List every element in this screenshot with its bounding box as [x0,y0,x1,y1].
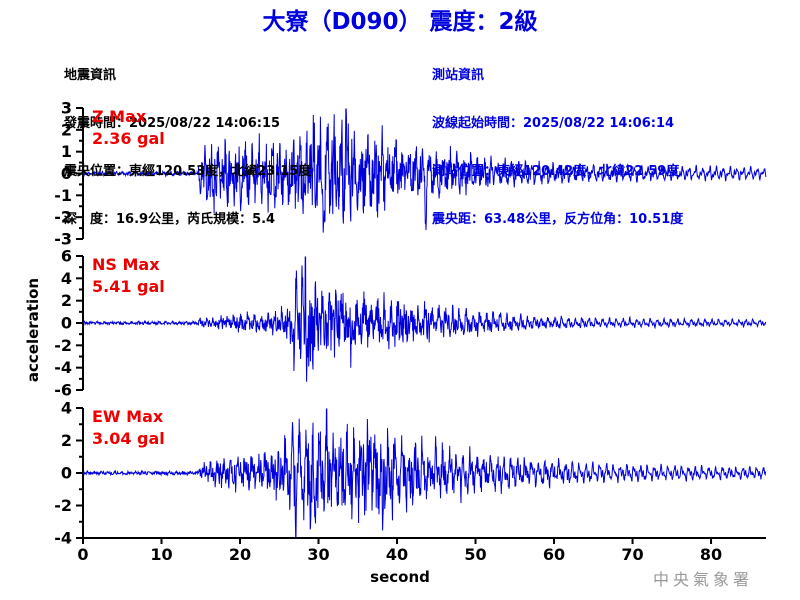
y-tick-label-NS: -6 [54,381,72,400]
ew-max-title: EW Max [92,407,164,426]
y-tick-label-EW: -4 [54,529,72,548]
page-title: 大寮（D090） 震度：2級 [262,9,538,35]
y-tick-label-EW: 0 [61,464,72,483]
waveform-EW [82,408,766,538]
y-tick-label-NS: -2 [54,336,72,355]
x-tick-label: 20 [229,545,251,564]
ns-max-value: 5.41 gal [92,277,165,296]
z-max-label: Z Max 2.36 gal [92,106,165,150]
y-tick-label-Z: -3 [54,230,72,249]
z-max-value: 2.36 gal [92,129,165,148]
x-tick-label: 60 [543,545,565,564]
y-axis-label: acceleration [24,277,42,383]
earthquake-info: 地震資訊 發震時間：2025/08/22 14:06:15 震央位置：東經120… [64,36,311,260]
y-tick-label-NS: 4 [61,269,72,288]
y-tick-label-NS: 2 [61,291,72,310]
x-tick-label: 80 [700,545,722,564]
y-tick-label-NS: 0 [61,314,72,333]
x-tick-label: 70 [621,545,643,564]
x-tick-label: 0 [77,545,88,564]
agency-watermark: 中央氣象署 [653,570,754,589]
waveform-Z [82,108,767,233]
y-tick-label-Z: 3 [61,99,72,118]
waveform-NS [82,256,767,382]
depth-magnitude-line: 深 度：16.9公里，芮氏規模：5.4 [64,212,276,227]
wave-start-time-line: 波線起始時間：2025/08/22 14:06:14 [432,116,675,131]
earthquake-info-heading: 地震資訊 [64,68,117,83]
x-tick-label: 40 [386,545,408,564]
y-tick-label-NS: 6 [61,247,72,266]
x-axis-label: second [370,568,430,586]
y-tick-label-Z: -1 [54,186,72,205]
y-tick-label-Z: 0 [61,164,72,183]
ew-max-value: 3.04 gal [92,429,165,448]
y-tick-label-Z: 1 [61,142,72,161]
y-tick-label-Z: -2 [54,208,72,227]
station-location-line: 測站位置：東經120.42度，北緯22.59度 [432,164,680,179]
y-tick-label-Z: 2 [61,120,72,139]
y-tick-label-EW: 2 [61,431,72,450]
ns-max-title: NS Max [92,255,160,274]
x-tick-label: 50 [464,545,486,564]
epicenter-line: 震央位置：東經120.53度，北緯23.15度 [64,164,312,179]
y-tick-label-EW: 4 [61,399,72,418]
x-tick-label: 30 [307,545,329,564]
x-tick-label: 10 [150,545,172,564]
station-info: 測站資訊 波線起始時間：2025/08/22 14:06:14 測站位置：東經1… [432,36,683,260]
y-tick-label-EW: -2 [54,496,72,515]
ns-max-label: NS Max 5.41 gal [92,254,165,298]
z-max-title: Z Max [92,107,147,126]
station-info-heading: 測站資訊 [432,68,485,83]
epicentral-distance-line: 震央距：63.48公里，反方位角：10.51度 [432,212,684,227]
y-tick-label-NS: -4 [54,358,72,377]
ew-max-label: EW Max 3.04 gal [92,406,165,450]
origin-time-line: 發震時間：2025/08/22 14:06:15 [64,116,281,131]
